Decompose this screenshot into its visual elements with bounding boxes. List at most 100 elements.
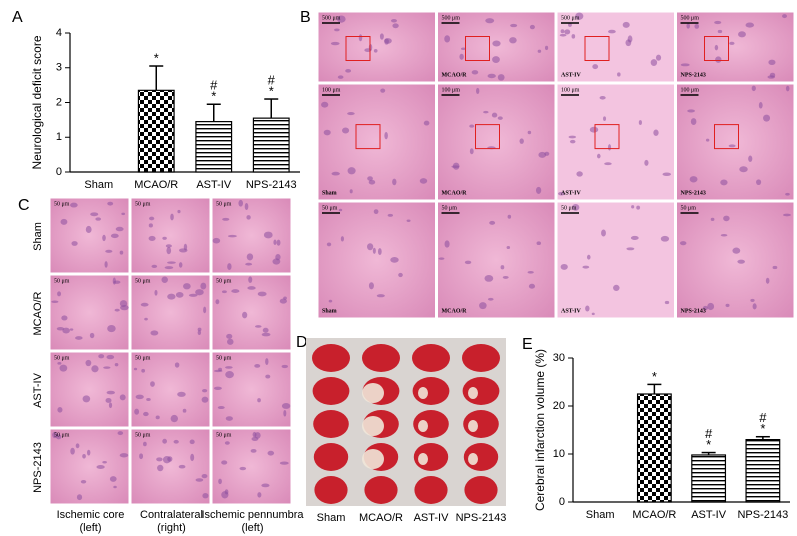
cell <box>166 246 172 255</box>
cell <box>85 225 92 234</box>
cell <box>384 38 392 44</box>
cell <box>690 118 697 126</box>
group-label: AST-IV <box>561 308 581 314</box>
cell <box>597 153 601 159</box>
cell <box>337 75 344 79</box>
cell <box>732 247 741 254</box>
cell <box>105 397 112 403</box>
cell <box>56 434 62 440</box>
x-tick-label: MCAO/R <box>134 179 178 191</box>
cell <box>59 364 68 372</box>
scale-label: 50 μm <box>135 278 151 284</box>
cell <box>334 28 340 32</box>
cell <box>179 248 188 253</box>
cell <box>222 217 230 221</box>
cell <box>569 139 576 144</box>
cell <box>154 289 158 296</box>
cell <box>201 396 209 403</box>
cell <box>763 114 771 122</box>
cell <box>202 493 209 499</box>
cell <box>571 204 580 211</box>
cell <box>202 388 208 393</box>
brain-slice <box>462 344 500 372</box>
y-tick-label: 0 <box>559 496 565 508</box>
micrograph <box>437 83 556 201</box>
x-tick-label: Sham <box>586 509 615 521</box>
micrograph <box>130 197 211 274</box>
cell <box>591 312 595 316</box>
cell <box>560 263 568 270</box>
cell <box>143 411 149 417</box>
cell <box>484 275 494 282</box>
x-tick-label: Sham <box>84 179 113 191</box>
cell <box>571 34 576 39</box>
cell <box>720 234 728 237</box>
cell <box>201 473 208 479</box>
cell <box>492 56 500 64</box>
cell <box>607 144 612 151</box>
significance-marker: * <box>154 50 159 65</box>
column-label: (left) <box>80 522 102 534</box>
cell <box>714 20 722 25</box>
cell <box>452 162 460 170</box>
cell <box>638 120 642 125</box>
cell <box>568 22 572 27</box>
group-label: MCAO/R <box>359 512 403 524</box>
cell <box>263 231 273 239</box>
cell <box>387 213 394 217</box>
cell <box>177 391 186 397</box>
cell <box>599 95 606 100</box>
cell <box>358 34 363 42</box>
cell <box>254 364 261 368</box>
cell <box>715 56 722 63</box>
cell <box>737 259 745 264</box>
cell <box>444 35 451 43</box>
cell <box>89 332 95 339</box>
cell <box>95 217 102 221</box>
cell <box>379 33 384 40</box>
cell <box>239 466 247 471</box>
micrograph <box>49 197 130 274</box>
cell <box>188 293 198 297</box>
cell <box>585 305 590 312</box>
cell <box>96 465 105 469</box>
y-axis-label: Cerebral infarction volume (%) <box>533 349 547 511</box>
group-label: NPS-2143 <box>681 72 706 78</box>
cell <box>748 155 753 162</box>
significance-marker: * <box>211 89 216 104</box>
cell <box>535 186 542 194</box>
significance-marker: # <box>268 72 276 87</box>
micrograph <box>676 201 795 319</box>
cell <box>121 212 126 216</box>
cell <box>165 244 172 248</box>
cell <box>197 330 202 336</box>
scale-label: 50 μm <box>135 201 151 207</box>
micrograph <box>556 83 675 201</box>
cell <box>90 212 99 217</box>
cell <box>509 37 517 44</box>
cell <box>373 209 379 215</box>
cell <box>367 243 374 251</box>
cell <box>231 289 240 293</box>
cell <box>710 217 715 222</box>
cell <box>459 53 464 60</box>
scale-label: 50 μm <box>561 205 577 211</box>
cell <box>57 407 63 413</box>
cell <box>56 327 65 331</box>
cell <box>537 49 542 53</box>
cell <box>281 403 291 409</box>
cell <box>487 297 494 301</box>
cell <box>76 494 83 501</box>
cell <box>752 303 757 310</box>
cell <box>57 362 62 365</box>
cell <box>91 365 99 373</box>
cell <box>174 362 180 368</box>
micrograph <box>130 274 211 351</box>
group-label: AST-IV <box>561 190 581 196</box>
panel-label: D <box>296 334 308 351</box>
column-label: (right) <box>157 522 186 534</box>
cell <box>200 282 207 290</box>
cell <box>106 354 115 360</box>
cell <box>218 478 222 485</box>
brain-slice <box>462 377 500 405</box>
